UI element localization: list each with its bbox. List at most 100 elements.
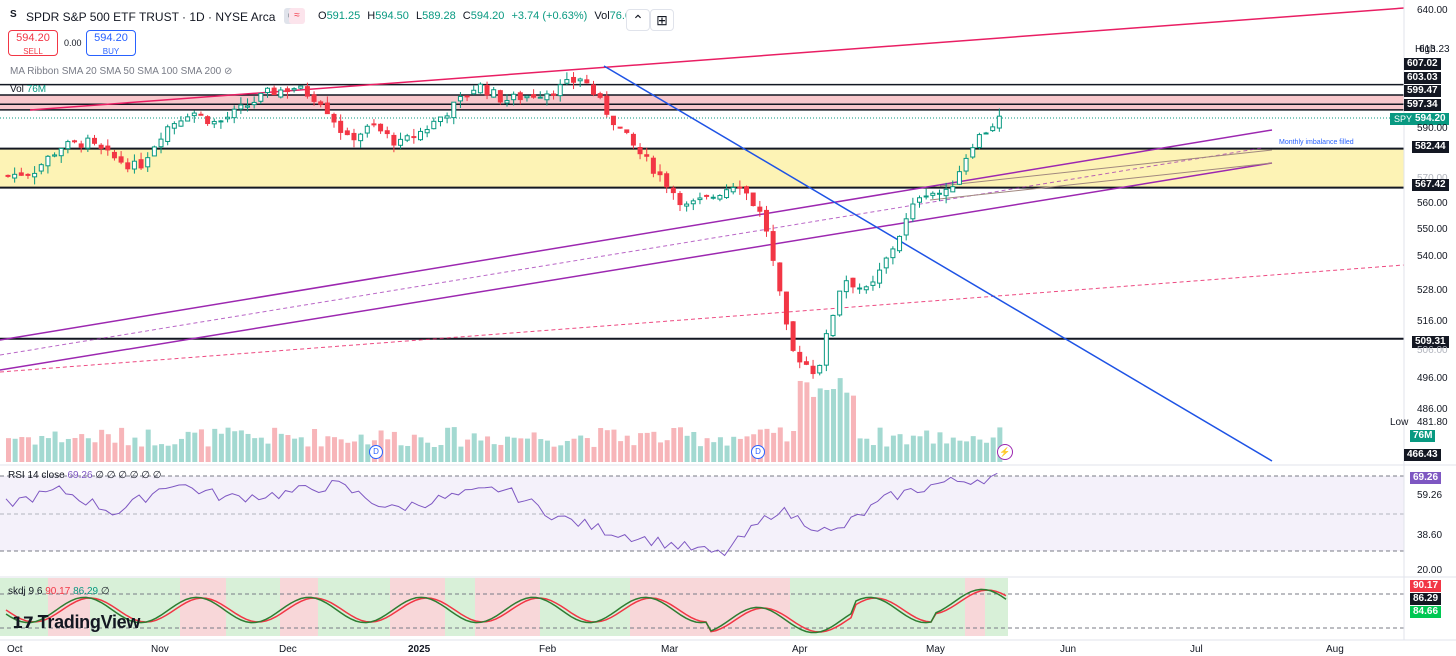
candle-body [398,138,404,146]
candle-body [724,189,730,199]
level-tag-599: 599.47 [1404,85,1441,97]
volume-bar [924,430,930,462]
volume-bar [365,444,371,462]
skdj-band [226,578,280,636]
volume-bar [711,442,717,462]
price-tick: 516.00 [1417,316,1448,327]
candle-body [697,197,703,201]
volume-bar [139,446,145,462]
volume-bar [764,428,770,462]
sell-button[interactable]: 594.20 SELL [8,30,58,56]
volume-bar [385,439,391,462]
volume-bar [72,437,78,462]
volume-bar [232,431,238,462]
eye-off-icon[interactable]: ⊘ [224,66,233,77]
volume-bar [844,392,850,462]
volume-bar [784,441,790,462]
candle-body [437,116,443,123]
candle-body [371,123,377,126]
volume-bar [6,438,11,462]
buy-button[interactable]: 594.20 BUY [86,30,136,56]
volume-bar [990,437,996,462]
level-tag-466: 466.43 [1404,449,1441,461]
tradingview-logo[interactable]: 𝟭𝟳 TradingView [12,612,141,632]
volume-bar [105,434,111,462]
candle-body [5,174,11,177]
dividend-marker[interactable]: D [751,445,765,459]
candle-body [557,84,563,97]
candle-body [384,130,390,135]
candle-body [344,130,350,136]
candle-body [650,157,656,174]
compare-icon[interactable]: ≈ [289,8,305,24]
volume-bar [178,438,184,462]
candle-body [65,141,71,150]
spy-tag: SPY [1390,113,1417,125]
volume-bar [717,437,723,462]
volume-bar [405,445,411,462]
rsi-current-tag: 69.26 [1410,472,1442,484]
candle-body [211,120,217,125]
collapse-icon[interactable]: ⌃ [626,9,650,31]
volume-bar [218,433,224,462]
dividend-marker[interactable]: D [369,445,383,459]
volume-bar [837,378,843,462]
demand-zone [0,148,1404,188]
volume-bar [398,445,404,462]
volume-bar [598,428,604,462]
volume-bar [638,433,644,462]
rsi-legend[interactable]: RSI 14 close 69.26 ∅ ∅ ∅ ∅ ∅ ∅ [8,470,162,481]
volume-bar [604,430,610,462]
symbol-title[interactable]: SPDR S&P 500 ETF TRUST · 1D · NYSE Arca [26,10,276,24]
candle-body [52,154,58,157]
skdj-legend[interactable]: skdj 9 6 90.17 86.29 ∅ [8,586,110,597]
candle-body [411,136,417,139]
volume-bar [25,437,31,462]
candle-body [903,218,909,236]
downtrend-line [603,65,1273,462]
time-axis-label: Jul [1190,644,1203,655]
skdj-band [475,578,540,636]
symbol-header: S SPDR S&P 500 ETF TRUST · 1D · NYSE Arc… [0,0,760,30]
object-tree-icon[interactable]: ⊞ [650,9,674,31]
volume-bar [777,427,783,462]
candle-body [245,105,251,108]
volume-bar [804,382,810,462]
candle-body [817,364,823,374]
level-tag-582: 582.44 [1412,141,1449,153]
flash-icon[interactable]: ⚡ [997,444,1013,460]
candle-body [783,291,789,325]
level-tag-509: 509.31 [1412,336,1449,348]
skdj-band [540,578,630,636]
candle-body [843,280,849,293]
volume-bar [697,446,703,462]
volume-bar [391,431,397,462]
volume-bar [272,427,278,462]
volume-bar [478,440,484,462]
volume-bar [817,388,823,462]
candle-body [670,187,676,194]
volume-bar [212,428,218,462]
candle-body [311,94,317,102]
volume-bar [99,429,105,462]
volume-legend[interactable]: Vol 76M [10,84,47,95]
ma-ribbon-legend[interactable]: MA Ribbon SMA 20 SMA 50 SMA 100 SMA 200 … [10,66,233,77]
volume-bar [824,389,830,462]
candle-body [797,351,803,363]
candle-body [850,277,856,288]
candle-body [111,151,117,159]
volume-bar [358,434,364,462]
volume-bar [964,441,970,462]
candle-body [524,95,530,99]
candle-body [936,192,942,195]
volume-bar [59,442,65,462]
time-axis-label: Apr [792,644,808,655]
candle-body [930,192,936,196]
skdj-band [280,578,318,636]
level-tag-607: 607.02 [1404,58,1441,70]
candle-body [537,96,543,99]
candle-body [996,115,1002,129]
volume-bar [870,445,876,462]
